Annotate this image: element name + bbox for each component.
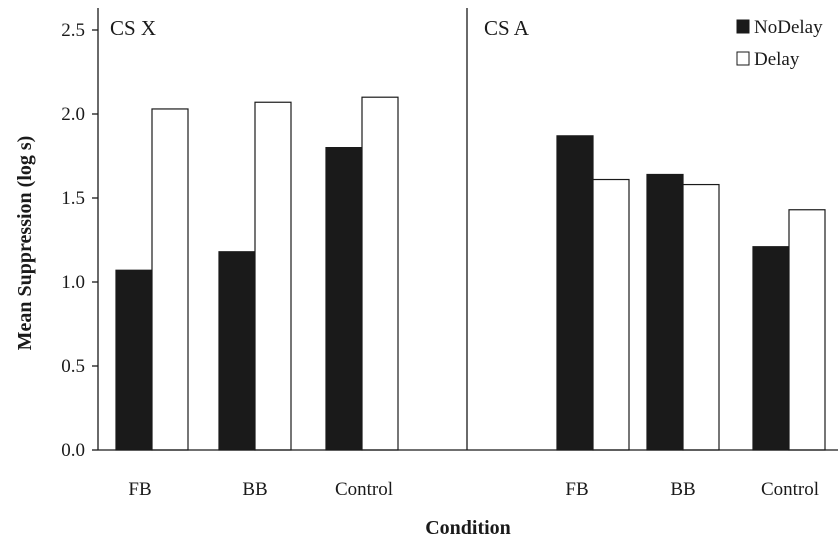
bar-cs-x-fb-delay	[151, 108, 189, 451]
axes: 0.0 0.5 1.0 1.5 2.0 2.5	[61, 8, 838, 461]
bar-cs-x-bb-delay	[254, 101, 292, 451]
bar-cs-x-bb-nodelay	[218, 251, 256, 451]
legend: NoDelay Delay	[736, 17, 823, 70]
y-tick-label: 2.5	[61, 20, 85, 41]
bar-cs-x-control-delay	[361, 96, 399, 451]
x-tick-label-cs-x-control: Control	[335, 479, 393, 500]
panel-label-cs-x: CS X	[110, 16, 156, 40]
y-tick-label: 0.0	[61, 440, 85, 461]
y-tick-label: 2.0	[61, 104, 85, 125]
panel-label-cs-a: CS A	[484, 16, 530, 40]
legend-label-nodelay: NoDelay	[754, 17, 823, 38]
y-tick-label: 0.5	[61, 356, 85, 377]
plot-area: FB BB Control FB BB Control	[115, 96, 826, 500]
x-tick-label-cs-x-bb: BB	[242, 479, 267, 500]
bar-cs-a-bb-nodelay	[646, 173, 684, 451]
legend-swatch-nodelay	[736, 19, 750, 34]
legend-label-delay: Delay	[754, 49, 800, 70]
bar-cs-a-fb-delay	[592, 178, 630, 451]
bar-cs-a-control-delay	[788, 209, 826, 451]
bar-cs-x-control-nodelay	[325, 147, 363, 451]
x-tick-label-cs-x-fb: FB	[128, 479, 151, 500]
x-tick-label-cs-a-bb: BB	[670, 479, 695, 500]
x-axis-title: Condition	[425, 517, 511, 539]
legend-swatch-delay	[736, 51, 750, 66]
bar-cs-a-bb-delay	[682, 183, 720, 451]
y-tick-label: 1.5	[61, 188, 85, 209]
bar-cs-x-fb-nodelay	[115, 269, 153, 451]
bar-cs-a-fb-nodelay	[556, 135, 594, 451]
x-tick-label-cs-a-fb: FB	[565, 479, 588, 500]
x-tick-label-cs-a-control: Control	[761, 479, 819, 500]
y-axis-title: Mean Suppression (log s)	[14, 136, 36, 351]
y-tick-label: 1.0	[61, 272, 85, 293]
bar-cs-a-control-nodelay	[752, 246, 790, 451]
